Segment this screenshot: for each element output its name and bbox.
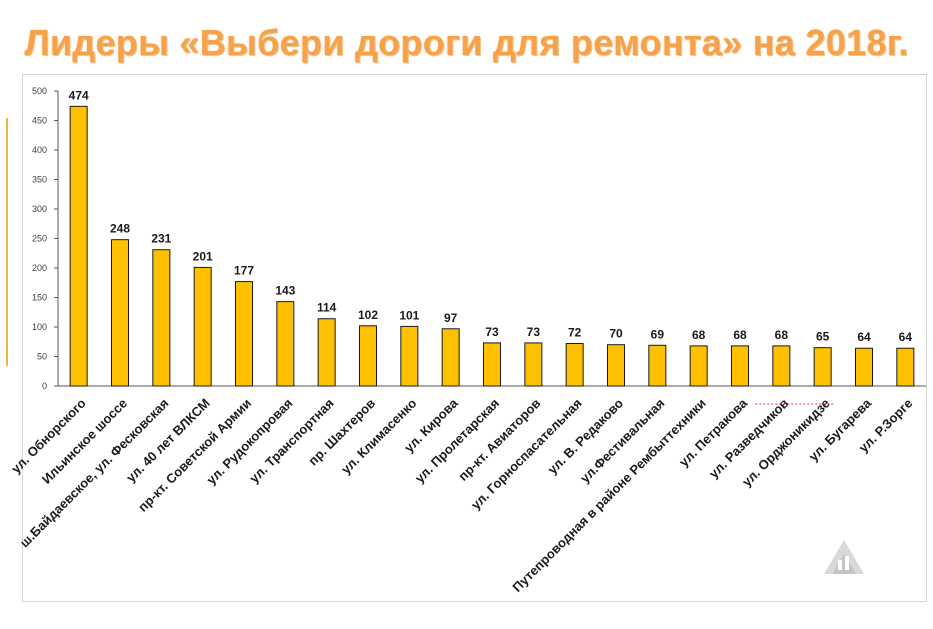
bar-value-label: 248 (110, 222, 130, 236)
y-tick-label: 250 (32, 234, 47, 244)
bar (359, 325, 377, 387)
bar-value-label: 69 (651, 327, 665, 341)
y-tick-label: 50 (37, 352, 47, 362)
bar (855, 347, 873, 387)
slide-title: Лидеры «Выбери дороги для ремонта» на 20… (24, 22, 909, 63)
category-label: ул. Обнорского (8, 395, 89, 476)
y-tick-label: 500 (32, 86, 47, 96)
bar-value-label: 68 (692, 328, 706, 342)
bar-value-label: 65 (816, 330, 830, 344)
bar (152, 249, 171, 387)
bar-value-label: 72 (568, 326, 582, 340)
y-tick-label: 350 (32, 175, 47, 185)
bar (648, 344, 667, 387)
logo-watermark-icon (824, 540, 864, 574)
bar (689, 345, 708, 387)
chart-data-labels: 474 248 231 201 177 143 114 102 101 97 73 73 72 70 69 6… (69, 88, 913, 344)
bar-value-label: 70 (609, 327, 623, 341)
y-tick-label: 100 (32, 322, 47, 332)
y-tick-label: 200 (32, 263, 47, 273)
bar-value-label: 231 (151, 232, 171, 246)
chart-bars (69, 105, 915, 387)
slide-accent-line (6, 118, 8, 366)
bar-value-label: 73 (485, 325, 499, 339)
bar (731, 345, 749, 387)
bar-value-label: 97 (444, 311, 458, 325)
y-tick-label: 150 (32, 293, 47, 303)
bar (565, 343, 584, 387)
bar-value-label: 143 (275, 284, 295, 298)
bar (772, 345, 791, 387)
bar-value-label: 64 (899, 330, 913, 344)
bar (896, 347, 915, 387)
bar-value-label: 201 (193, 249, 213, 263)
bar (483, 342, 501, 387)
bar (524, 342, 543, 387)
bar (276, 301, 295, 387)
chart-frame (22, 74, 927, 602)
bar-value-label: 474 (69, 88, 89, 102)
category-label: ул. В. Редаково (545, 395, 627, 477)
y-tick-label: 450 (32, 116, 47, 126)
bar-value-label: 73 (527, 325, 541, 339)
bar (400, 325, 419, 387)
bar (317, 318, 336, 387)
y-tick-label: 400 (32, 145, 47, 155)
bar (235, 281, 253, 387)
category-label: Путепроводная в районе Рембыттехники (509, 396, 708, 595)
bar (813, 347, 832, 387)
category-label: ш.Байдаевское, ул. Фесковская (17, 396, 172, 551)
bar (441, 328, 460, 387)
bar-value-label: 102 (358, 308, 378, 322)
y-tick-label: 0 (42, 381, 47, 391)
bar-value-label: 68 (733, 328, 747, 342)
bar-value-label: 101 (399, 308, 419, 322)
category-label: ул. Климасенко (338, 395, 419, 476)
bar-value-label: 64 (857, 330, 871, 344)
bar (193, 266, 212, 387)
bar (607, 344, 625, 387)
bar-value-label: 114 (317, 301, 337, 315)
bar (111, 239, 129, 387)
bar-value-label: 68 (775, 328, 789, 342)
bar-value-label: 177 (234, 264, 254, 278)
y-tick-label: 300 (32, 204, 47, 214)
bar (69, 105, 88, 387)
